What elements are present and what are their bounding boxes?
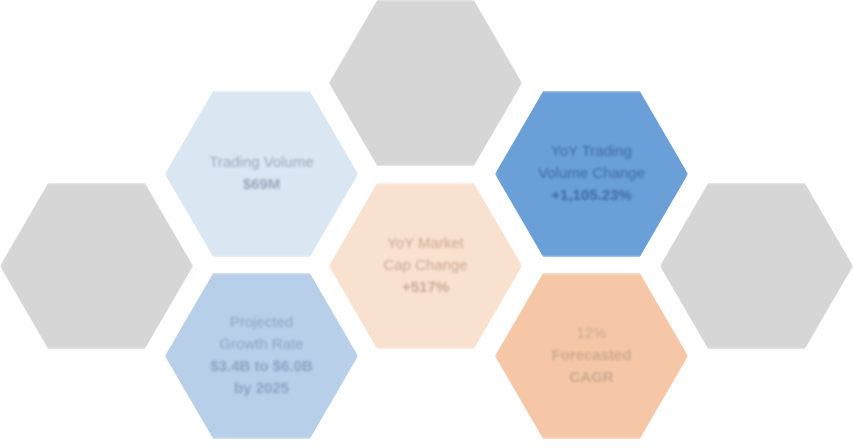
hexagon-projected-growth-rate: Projected Growth Rate $3.4B to $6.0B by …: [165, 273, 358, 439]
yoy-trading-label-2: Volume Change: [538, 165, 645, 182]
hexagon-gray-right: [660, 183, 853, 349]
yoy-trading-label-1: YoY Trading: [551, 143, 632, 160]
projected-label-2: Growth Rate: [219, 336, 304, 353]
projected-year: by 2025: [233, 380, 290, 397]
projected-value: $3.4B to $6.0B: [210, 358, 313, 375]
hexagon-yoy-trading-volume-change: YoY Trading Volume Change +1,105.23%: [495, 91, 688, 257]
yoy-market-label-1: YoY Market: [387, 235, 464, 252]
hexagon-yoy-market-cap-change: YoY Market Cap Change +517%: [329, 183, 522, 349]
trading-volume-value: $69M: [242, 176, 281, 193]
hexagon-trading-volume: Trading Volume $69M: [165, 91, 358, 257]
hexagon-forecasted-cagr: 12% Forecasted CAGR: [495, 273, 688, 439]
hexagon-gray-left: [0, 183, 193, 349]
yoy-market-label-2: Cap Change: [383, 257, 468, 274]
cagr-label-2: CAGR: [569, 369, 614, 386]
cagr-label-1: Forecasted: [551, 347, 632, 364]
projected-label-1: Projected: [229, 314, 294, 331]
yoy-market-value: +517%: [401, 279, 450, 296]
hexagon-gray-top: [329, 0, 522, 166]
trading-volume-label: Trading Volume: [209, 154, 314, 171]
yoy-trading-value: +1,105.23%: [551, 187, 632, 204]
cagr-value: 12%: [576, 325, 607, 342]
